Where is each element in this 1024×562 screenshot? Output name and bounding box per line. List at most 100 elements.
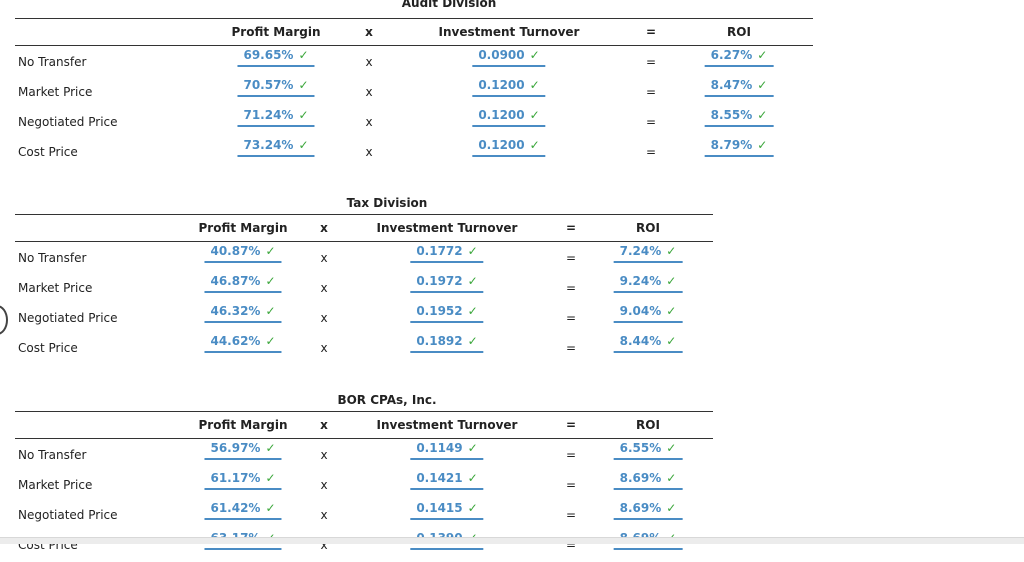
header-bottom-divider (15, 241, 713, 242)
table-row: Cost Price 44.62% ✓ 0.1892 ✓ 8.44% ✓ x = (15, 334, 713, 365)
it-value[interactable]: 0.1972 ✓ (410, 274, 484, 293)
row-label: No Transfer (18, 55, 87, 69)
check-icon: ✓ (666, 334, 677, 348)
row-label: Market Price (18, 281, 93, 295)
check-icon: ✓ (265, 471, 276, 485)
roi-value[interactable]: 6.27% ✓ (704, 48, 774, 67)
it-value[interactable]: 0.1200 ✓ (472, 78, 546, 97)
pm-value-text: 56.97% (210, 441, 261, 455)
it-value-text: 0.1200 (478, 78, 525, 92)
it-value[interactable]: 0.1200 ✓ (472, 138, 546, 157)
roi-value[interactable]: 8.69% ✓ (613, 501, 683, 520)
it-value[interactable]: 0.0900 ✓ (472, 48, 546, 67)
radio-circle-partial[interactable] (0, 305, 8, 335)
check-icon: ✓ (265, 274, 276, 288)
equals-sign: = (565, 478, 577, 492)
roi-value-text: 8.55% (710, 108, 753, 122)
pm-value-text: 61.17% (210, 471, 261, 485)
it-value-text: 0.1952 (416, 304, 463, 318)
equals-sign: = (565, 281, 577, 295)
header-investment-turnover: Investment Turnover (438, 25, 580, 39)
header-top-divider (15, 18, 813, 19)
table-row: Cost Price 73.24% ✓ 0.1200 ✓ 8.79% ✓ x = (15, 138, 813, 169)
header-profit-margin: Profit Margin (231, 25, 321, 39)
row-label: Market Price (18, 85, 93, 99)
equals-sign: = (565, 448, 577, 462)
pm-value-text: 73.24% (243, 138, 294, 152)
it-value[interactable]: 0.1149 ✓ (410, 441, 484, 460)
roi-value-text: 9.04% (619, 304, 662, 318)
pm-value[interactable]: 70.57% ✓ (237, 78, 315, 97)
times-sign: x (320, 508, 328, 522)
pm-value[interactable]: 71.24% ✓ (237, 108, 315, 127)
it-value[interactable]: 0.1772 ✓ (410, 244, 484, 263)
times-sign: x (320, 478, 328, 492)
check-icon: ✓ (666, 471, 677, 485)
check-icon: ✓ (757, 48, 768, 62)
check-icon: ✓ (265, 501, 276, 515)
check-icon: ✓ (467, 501, 478, 515)
times-sign: x (365, 145, 373, 159)
it-value[interactable]: 0.1200 ✓ (472, 108, 546, 127)
roi-value-text: 6.27% (710, 48, 753, 62)
it-value[interactable]: 0.1892 ✓ (410, 334, 484, 353)
pm-value[interactable]: 61.42% ✓ (204, 501, 282, 520)
roi-value[interactable]: 8.79% ✓ (704, 138, 774, 157)
roi-value-text: 8.79% (710, 138, 753, 152)
roi-value[interactable]: 8.44% ✓ (613, 334, 683, 353)
equals-sign: = (645, 145, 657, 159)
pm-value[interactable]: 46.32% ✓ (204, 304, 282, 323)
roi-value[interactable]: 7.24% ✓ (613, 244, 683, 263)
header-times: x (365, 25, 373, 39)
roi-value[interactable]: 6.55% ✓ (613, 441, 683, 460)
row-label: Cost Price (18, 341, 78, 355)
times-sign: x (365, 115, 373, 129)
times-sign: x (320, 251, 328, 265)
check-icon: ✓ (666, 441, 677, 455)
pm-value[interactable]: 44.62% ✓ (204, 334, 282, 353)
it-value-text: 0.1200 (478, 108, 525, 122)
header-equals: = (565, 221, 577, 235)
pm-value[interactable]: 40.87% ✓ (204, 244, 282, 263)
equals-sign: = (645, 85, 657, 99)
roi-value[interactable]: 8.55% ✓ (704, 108, 774, 127)
header-investment-turnover: Investment Turnover (376, 221, 518, 235)
header-bottom-divider (15, 45, 813, 46)
it-value-text: 0.1972 (416, 274, 463, 288)
roi-value[interactable]: 9.04% ✓ (613, 304, 683, 323)
roi-value[interactable]: 9.24% ✓ (613, 274, 683, 293)
header-roi: ROI (636, 221, 660, 235)
roi-value-text: 8.47% (710, 78, 753, 92)
check-icon: ✓ (298, 48, 309, 62)
roi-value[interactable]: 8.47% ✓ (704, 78, 774, 97)
check-icon: ✓ (757, 138, 768, 152)
pm-value[interactable]: 61.17% ✓ (204, 471, 282, 490)
pm-value[interactable]: 46.87% ✓ (204, 274, 282, 293)
pm-value[interactable]: 69.65% ✓ (237, 48, 315, 67)
it-value[interactable]: 0.1421 ✓ (410, 471, 484, 490)
pm-value[interactable]: 73.24% ✓ (237, 138, 315, 157)
bottom-scroll-bar[interactable] (0, 537, 1024, 544)
check-icon: ✓ (757, 78, 768, 92)
it-value-text: 0.1415 (416, 501, 463, 515)
equals-sign: = (565, 311, 577, 325)
table-row: No Transfer 40.87% ✓ 0.1772 ✓ 7.24% ✓ x = (15, 244, 713, 275)
table-row: Market Price 61.17% ✓ 0.1421 ✓ 8.69% ✓ x = (15, 471, 713, 502)
it-value-text: 0.1772 (416, 244, 463, 258)
pm-value[interactable]: 56.97% ✓ (204, 441, 282, 460)
header-roi: ROI (727, 25, 751, 39)
times-sign: x (365, 85, 373, 99)
check-icon: ✓ (467, 274, 478, 288)
roi-value[interactable]: 8.69% ✓ (613, 471, 683, 490)
it-value-text: 0.1200 (478, 138, 525, 152)
table-row: Market Price 46.87% ✓ 0.1972 ✓ 9.24% ✓ x = (15, 274, 713, 305)
it-value[interactable]: 0.1952 ✓ (410, 304, 484, 323)
times-sign: x (365, 55, 373, 69)
equals-sign: = (565, 508, 577, 522)
check-icon: ✓ (467, 471, 478, 485)
row-label: Negotiated Price (18, 311, 118, 325)
table-row: Market Price 70.57% ✓ 0.1200 ✓ 8.47% ✓ x = (15, 78, 813, 109)
check-icon: ✓ (529, 108, 540, 122)
it-value[interactable]: 0.1415 ✓ (410, 501, 484, 520)
pm-value-text: 71.24% (243, 108, 294, 122)
